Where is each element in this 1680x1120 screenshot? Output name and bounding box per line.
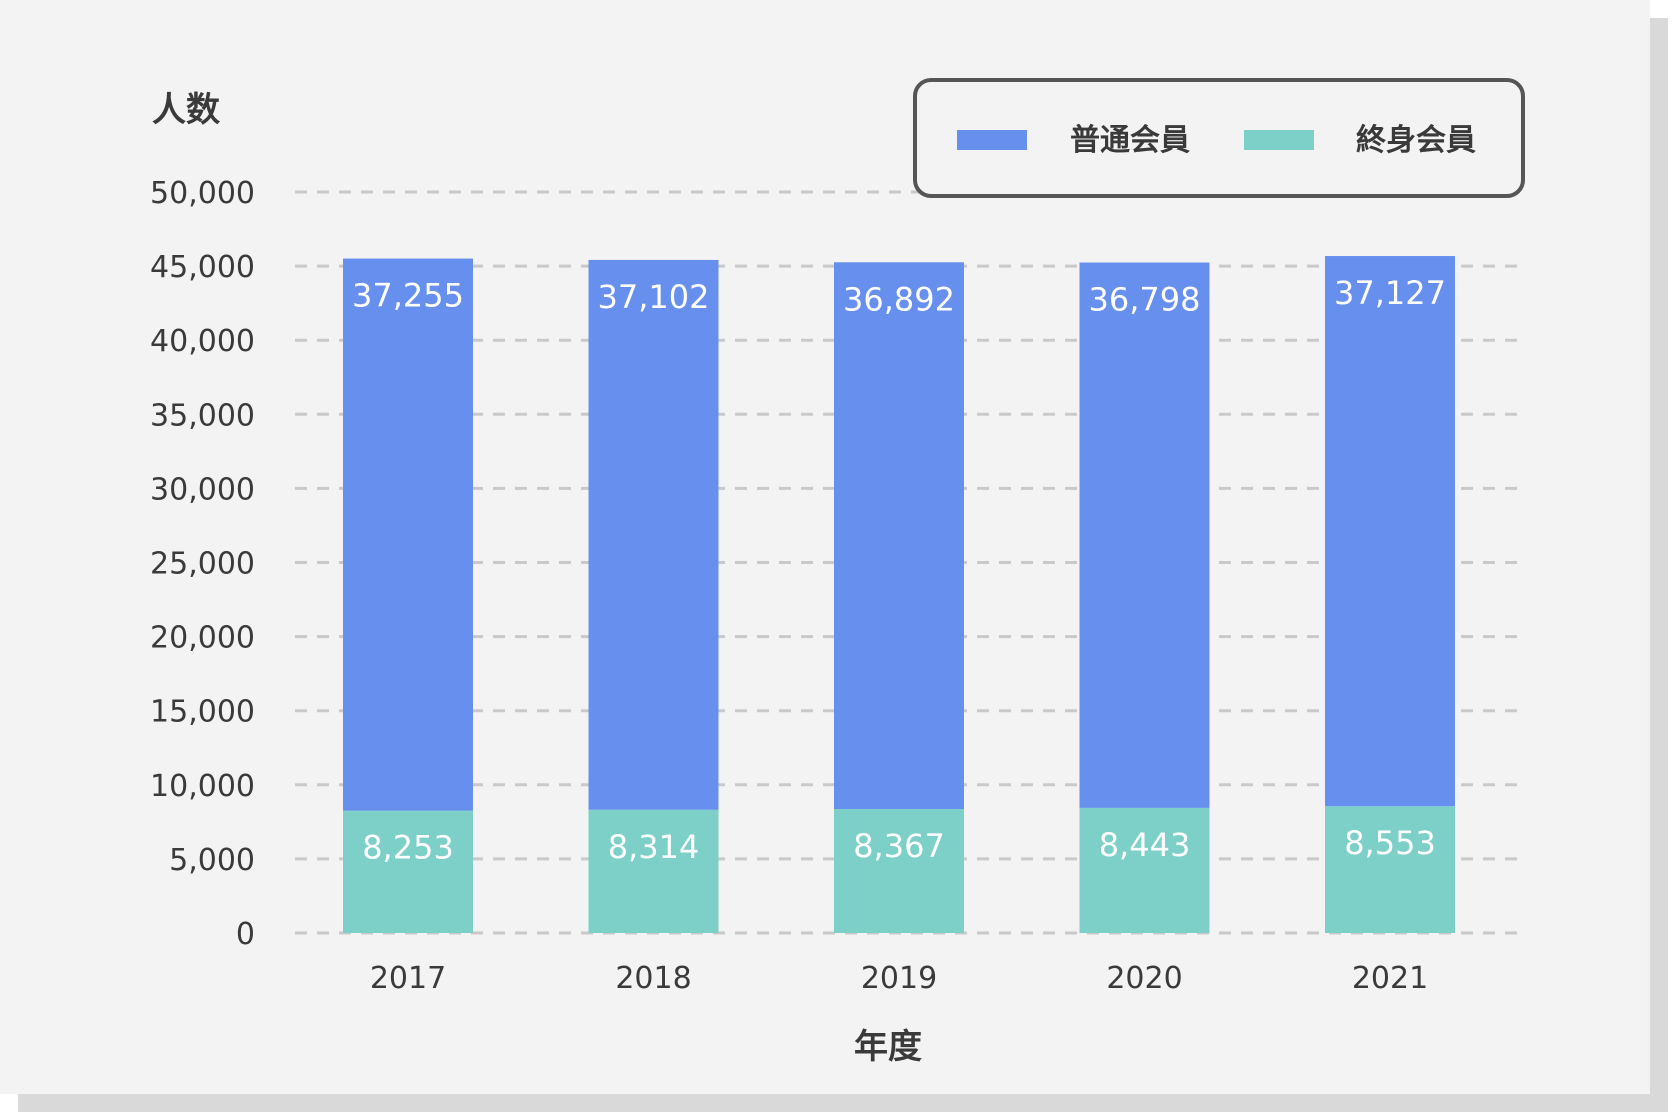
y-tick-label: 30,000	[150, 472, 255, 507]
chart-card: 0 5,000 10,000 15,000 20,000 25,000 30,000 35,0…	[0, 0, 1650, 1094]
y-tick-label: 0	[236, 917, 255, 952]
data-label-lifetime-member: 8,314	[608, 828, 700, 866]
data-label-lifetime-member: 8,367	[853, 827, 945, 865]
bar-segment-regular-member	[588, 259, 719, 810]
bar-segment-lifetime-member	[1079, 807, 1210, 933]
stacked-bar-chart: 0 5,000 10,000 15,000 20,000 25,000 30,000 35,0…	[150, 78, 1525, 1067]
data-label-lifetime-member: 8,443	[1099, 826, 1191, 864]
x-tick-label: 2018	[615, 961, 691, 996]
data-label-regular-member: 36,892	[843, 280, 955, 318]
bars	[343, 256, 1455, 933]
y-tick-label: 50,000	[150, 176, 255, 211]
data-label-regular-member: 36,798	[1089, 281, 1201, 319]
y-tick-label: 15,000	[150, 695, 255, 730]
legend-swatch-regular-member	[957, 130, 1027, 150]
x-tick-label: 2020	[1106, 961, 1182, 996]
bar-segment-regular-member	[1079, 262, 1210, 808]
y-tick-label: 35,000	[150, 398, 255, 433]
data-label-lifetime-member: 8,553	[1344, 824, 1436, 862]
data-label-regular-member: 37,127	[1334, 274, 1446, 312]
x-tick-label: 2017	[370, 961, 446, 996]
bar-segment-lifetime-member	[343, 810, 473, 933]
y-tick-label: 40,000	[150, 324, 255, 359]
y-tick-label: 45,000	[150, 250, 255, 285]
x-axis-ticks: 2017 2018 2019 2020 2021	[370, 961, 1428, 996]
bar-segment-lifetime-member	[834, 809, 964, 933]
data-labels: 8,253 37,255 8,314 37,102 8,367 36,892 8,443 36…	[352, 274, 1446, 867]
y-tick-label: 10,000	[150, 769, 255, 804]
data-label-regular-member: 37,255	[352, 277, 464, 315]
x-tick-label: 2019	[861, 961, 937, 996]
y-tick-label: 25,000	[150, 547, 255, 582]
legend: 普通会員 終身会員	[913, 78, 1525, 198]
bar-segment-regular-member	[834, 262, 964, 810]
x-tick-label: 2021	[1352, 961, 1428, 996]
y-axis-title: 人数	[152, 90, 220, 130]
legend-frame	[913, 78, 1525, 198]
legend-label-lifetime-member: 終身会員	[1356, 123, 1476, 158]
data-label-lifetime-member: 8,253	[362, 829, 454, 867]
data-label-regular-member: 37,102	[598, 278, 710, 316]
y-tick-label: 20,000	[150, 621, 255, 656]
y-axis-ticks: 0 5,000 10,000 15,000 20,000 25,000 30,000 35,0…	[150, 176, 255, 952]
bar-segment-regular-member	[343, 258, 473, 811]
legend-swatch-lifetime-member	[1244, 130, 1314, 150]
y-tick-label: 5,000	[169, 843, 255, 878]
bar-segment-lifetime-member	[1325, 806, 1455, 933]
x-axis-title: 年度	[854, 1027, 922, 1067]
bar-segment-regular-member	[1325, 256, 1455, 807]
bar-segment-lifetime-member	[588, 809, 719, 933]
legend-label-regular-member: 普通会員	[1070, 123, 1190, 158]
